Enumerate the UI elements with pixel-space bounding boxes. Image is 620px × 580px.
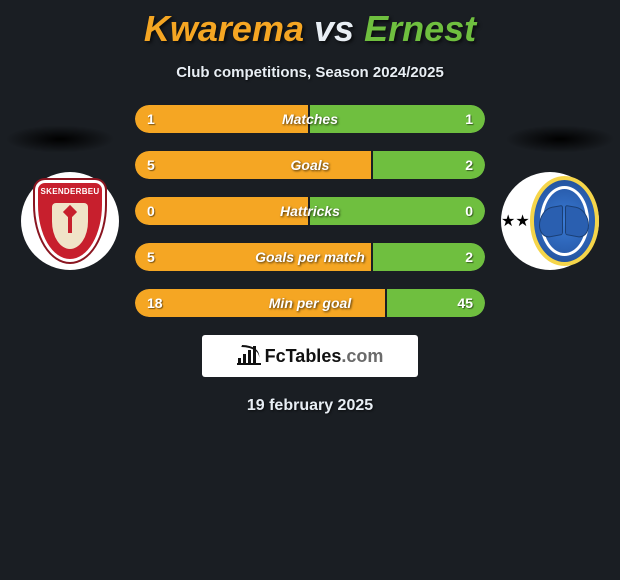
player1-name: Kwarema: [144, 8, 304, 49]
bar-right-value: 2: [465, 249, 473, 265]
crest-inner-graphic: [52, 203, 88, 249]
bar-left-value: 5: [147, 157, 155, 173]
player2-name: Ernest: [364, 8, 476, 49]
vs-separator: vs: [314, 8, 354, 49]
skenderbeu-badge: SKENDERBEU: [35, 180, 105, 262]
bar-left: 0: [135, 197, 310, 225]
kf-tirana-badge: [530, 176, 599, 266]
comparison-title: Kwarema vs Ernest: [0, 0, 620, 50]
bar-right: 2: [373, 243, 485, 271]
bar-right-value: 1: [465, 111, 473, 127]
bar-right: 45: [387, 289, 485, 317]
bar-left: 5: [135, 151, 373, 179]
crest-shadow-right: [505, 125, 615, 153]
bar-right-value: 45: [457, 295, 473, 311]
bar-left: 18: [135, 289, 387, 317]
bar-left-value: 5: [147, 249, 155, 265]
player2-club-crest: ★★: [501, 172, 599, 270]
bar-right: 2: [373, 151, 485, 179]
snapshot-date: 19 february 2025: [0, 377, 620, 415]
bar-right-value: 2: [465, 157, 473, 173]
brand-box: FcTables.com: [202, 335, 418, 377]
crest-eagle-icon: [539, 203, 589, 239]
bar-right-value: 0: [465, 203, 473, 219]
crest-shadow-left: [5, 125, 115, 153]
brand-name-bold: FcTables: [265, 346, 342, 366]
brand-name-grey: .com: [341, 346, 383, 366]
bar-row: 52Goals: [135, 151, 485, 179]
bar-right: 0: [310, 197, 485, 225]
crest-stars: ★★: [501, 211, 530, 231]
bar-left: 5: [135, 243, 373, 271]
player1-club-crest: SKENDERBEU: [21, 172, 119, 270]
bar-left-value: 0: [147, 203, 155, 219]
bar-row: 00Hattricks: [135, 197, 485, 225]
bar-row: 11Matches: [135, 105, 485, 133]
fctables-logo-icon: [237, 347, 261, 365]
bar-left: 1: [135, 105, 310, 133]
bar-left-value: 1: [147, 111, 155, 127]
bar-row: 1845Min per goal: [135, 289, 485, 317]
brand-text: FcTables.com: [265, 346, 384, 367]
bar-row: 52Goals per match: [135, 243, 485, 271]
bar-right: 1: [310, 105, 485, 133]
crest-left-text: SKENDERBEU: [40, 183, 99, 196]
subtitle: Club competitions, Season 2024/2025: [0, 50, 620, 81]
bar-left-value: 18: [147, 295, 163, 311]
comparison-bars: 11Matches52Goals00Hattricks52Goals per m…: [135, 105, 485, 317]
